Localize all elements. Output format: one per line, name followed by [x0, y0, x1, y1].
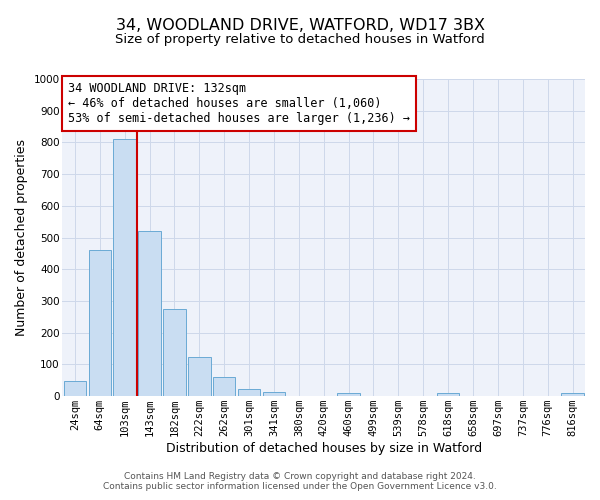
- Bar: [89, 250, 111, 396]
- Bar: [562, 393, 584, 396]
- Text: 34 WOODLAND DRIVE: 132sqm
← 46% of detached houses are smaller (1,060)
53% of se: 34 WOODLAND DRIVE: 132sqm ← 46% of detac…: [68, 82, 410, 125]
- Bar: [163, 309, 185, 396]
- Bar: [213, 377, 235, 396]
- Bar: [437, 393, 460, 396]
- Y-axis label: Number of detached properties: Number of detached properties: [15, 139, 28, 336]
- Bar: [64, 382, 86, 396]
- Text: Contains HM Land Registry data © Crown copyright and database right 2024.: Contains HM Land Registry data © Crown c…: [124, 472, 476, 481]
- Text: Size of property relative to detached houses in Watford: Size of property relative to detached ho…: [115, 32, 485, 46]
- Bar: [188, 356, 211, 396]
- Bar: [139, 231, 161, 396]
- Text: 34, WOODLAND DRIVE, WATFORD, WD17 3BX: 34, WOODLAND DRIVE, WATFORD, WD17 3BX: [115, 18, 485, 32]
- Bar: [337, 393, 360, 396]
- Bar: [263, 392, 285, 396]
- Bar: [113, 140, 136, 396]
- X-axis label: Distribution of detached houses by size in Watford: Distribution of detached houses by size …: [166, 442, 482, 455]
- Bar: [238, 389, 260, 396]
- Text: Contains public sector information licensed under the Open Government Licence v3: Contains public sector information licen…: [103, 482, 497, 491]
